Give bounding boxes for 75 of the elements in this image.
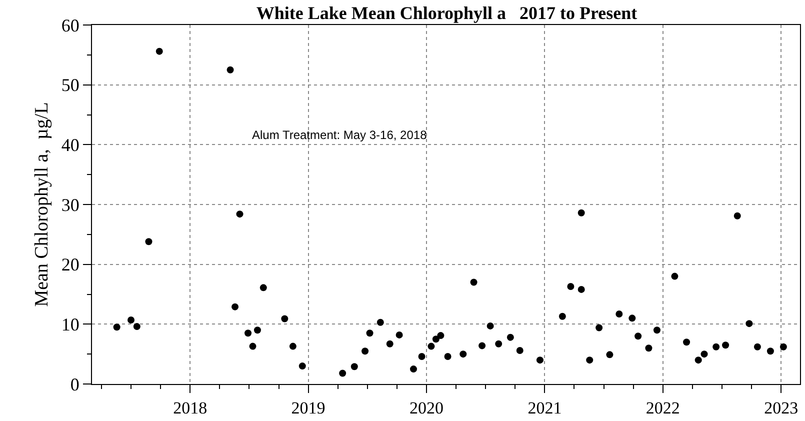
point [694, 356, 702, 364]
point [766, 348, 774, 355]
y-tick-label: 20 [61, 254, 80, 275]
point [244, 330, 252, 337]
point [432, 336, 440, 343]
point [586, 356, 594, 364]
point [780, 343, 787, 350]
point [734, 212, 741, 220]
point [700, 350, 708, 358]
point [410, 366, 417, 373]
point [596, 324, 603, 332]
x-tick-label: 2018 [173, 398, 208, 418]
y-tick-label: 30 [61, 194, 80, 215]
point [281, 315, 288, 322]
point [232, 303, 239, 310]
x-tick-label: 2019 [291, 398, 326, 418]
point [418, 352, 426, 360]
point [683, 338, 690, 346]
y-tick-label: 40 [61, 134, 80, 155]
point [444, 352, 452, 360]
point [486, 322, 494, 330]
point [362, 348, 369, 355]
point [634, 332, 642, 340]
point [470, 278, 478, 286]
x-tick-label: 2021 [528, 398, 562, 418]
point [722, 342, 730, 349]
point [653, 326, 660, 334]
point [746, 320, 753, 328]
point [671, 272, 678, 280]
chart-title: White Lake Mean Chlorophyll a 2017 to Present [256, 2, 638, 23]
point [339, 370, 346, 377]
point [133, 323, 140, 330]
point [376, 318, 384, 326]
y-axis-title: Mean Chlorophyll a, µg/L [31, 102, 52, 307]
point [478, 342, 486, 350]
x-tick-label: 2020 [410, 398, 444, 418]
x-tick-label: 2023 [764, 398, 798, 418]
point [616, 310, 623, 318]
point [495, 340, 502, 348]
point [350, 363, 358, 370]
point [226, 66, 234, 74]
point [128, 316, 135, 324]
annotation: Alum Treatment: May 3-16, 2018 [252, 128, 428, 142]
point [366, 330, 374, 337]
point [536, 356, 544, 364]
point [249, 342, 256, 350]
point [516, 346, 524, 354]
point [506, 334, 514, 341]
x-tick-label: 2022 [646, 398, 680, 418]
point [754, 343, 761, 350]
point [606, 351, 614, 358]
point [578, 286, 585, 293]
y-tick-label: 0 [70, 374, 80, 394]
point [645, 344, 652, 352]
point [386, 340, 394, 348]
point [298, 362, 306, 370]
y-tick-label: 10 [61, 314, 80, 334]
y-tick-label: 50 [61, 75, 80, 96]
point [113, 324, 120, 331]
point [578, 209, 585, 216]
point [260, 284, 267, 292]
point [628, 314, 636, 322]
point [712, 343, 720, 350]
point [558, 312, 566, 320]
point [145, 238, 152, 246]
point [254, 326, 261, 334]
point [567, 282, 574, 290]
point [236, 210, 244, 218]
point [428, 342, 435, 350]
point [460, 350, 467, 358]
point [437, 332, 444, 340]
point [156, 48, 163, 55]
point [396, 331, 403, 338]
y-tick-label: 60 [61, 15, 80, 36]
point [289, 342, 296, 350]
